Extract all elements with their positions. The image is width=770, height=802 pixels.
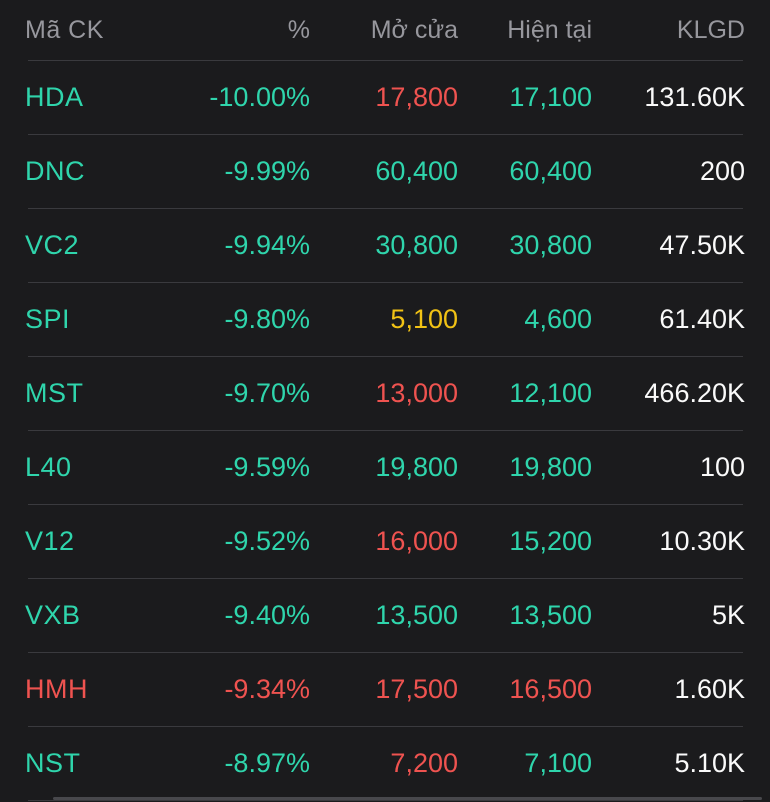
stock-code: V12 (25, 526, 75, 556)
current-price: 60,400 (509, 156, 592, 186)
open-price: 19,800 (375, 452, 458, 482)
table-row[interactable]: DNC -9.99% 60,400 60,400 200 (0, 135, 770, 208)
trade-volume: 61.40K (659, 304, 745, 334)
current-price: 4,600 (524, 304, 592, 334)
stock-code: L40 (25, 452, 72, 482)
trade-volume: 1.60K (674, 674, 745, 704)
percent-change: -9.80% (224, 304, 310, 334)
current-price: 12,100 (509, 378, 592, 408)
trade-volume: 5K (711, 600, 745, 630)
trade-volume: 200 (699, 156, 745, 186)
open-price: 30,800 (375, 230, 458, 260)
row-divider (28, 652, 743, 653)
table-header: Mã CK % Mở cửa Hiện tại KLGD (0, 0, 770, 60)
open-price: 13,000 (375, 378, 458, 408)
open-price: 13,500 (375, 600, 458, 630)
percent-change: -9.99% (224, 156, 310, 186)
table-row[interactable]: HMH -9.34% 17,500 16,500 1.60K (0, 653, 770, 726)
open-price: 60,400 (375, 156, 458, 186)
trade-volume: 10.30K (659, 526, 745, 556)
trade-volume: 5.10K (674, 748, 745, 778)
percent-change: -10.00% (209, 82, 310, 112)
table-row[interactable]: NST -8.97% 7,200 7,100 5.10K (0, 727, 770, 800)
horizontal-scrollbar[interactable] (53, 797, 762, 800)
row-divider (28, 134, 743, 135)
stock-code: HDA (25, 82, 84, 112)
trade-volume: 100 (699, 452, 745, 482)
table-row[interactable]: L40 -9.59% 19,800 19,800 100 (0, 431, 770, 504)
current-price: 13,500 (509, 600, 592, 630)
row-divider (28, 282, 743, 283)
percent-change: -9.59% (224, 452, 310, 482)
stock-code: HMH (25, 674, 88, 704)
header-divider (28, 60, 743, 61)
open-price: 17,500 (375, 674, 458, 704)
trade-volume: 47.50K (659, 230, 745, 260)
row-divider (28, 430, 743, 431)
current-price: 19,800 (509, 452, 592, 482)
table-row[interactable]: VXB -9.40% 13,500 13,500 5K (0, 579, 770, 652)
percent-change: -9.40% (224, 600, 310, 630)
table-row[interactable]: HDA -10.00% 17,800 17,100 131.60K (0, 61, 770, 134)
stock-code: NST (25, 748, 81, 778)
percent-change: -9.70% (224, 378, 310, 408)
stock-code: VXB (25, 600, 81, 630)
column-header-volume[interactable]: KLGD (676, 15, 745, 44)
open-price: 16,000 (375, 526, 458, 556)
row-divider (28, 504, 743, 505)
row-divider (28, 726, 743, 727)
trade-volume: 466.20K (644, 378, 745, 408)
trade-volume: 131.60K (644, 82, 745, 112)
column-header-current-price[interactable]: Hiện tại (507, 15, 592, 44)
table-row[interactable]: MST -9.70% 13,000 12,100 466.20K (0, 357, 770, 430)
current-price: 17,100 (509, 82, 592, 112)
column-header-percent[interactable]: % (287, 15, 310, 44)
row-divider (28, 356, 743, 357)
row-divider (28, 208, 743, 209)
percent-change: -9.94% (224, 230, 310, 260)
current-price: 16,500 (509, 674, 592, 704)
row-divider (28, 800, 743, 801)
row-divider (28, 578, 743, 579)
current-price: 30,800 (509, 230, 592, 260)
column-header-stock-code[interactable]: Mã CK (25, 15, 104, 44)
open-price: 7,200 (390, 748, 458, 778)
current-price: 15,200 (509, 526, 592, 556)
table-row[interactable]: V12 -9.52% 16,000 15,200 10.30K (0, 505, 770, 578)
stock-code: VC2 (25, 230, 80, 260)
current-price: 7,100 (524, 748, 592, 778)
stock-code: SPI (25, 304, 71, 334)
percent-change: -9.34% (224, 674, 310, 704)
open-price: 5,100 (390, 304, 458, 334)
percent-change: -9.52% (224, 526, 310, 556)
table-row[interactable]: SPI -9.80% 5,100 4,600 61.40K (0, 283, 770, 356)
percent-change: -8.97% (224, 748, 310, 778)
column-header-open-price[interactable]: Mở cửa (370, 15, 458, 44)
open-price: 17,800 (375, 82, 458, 112)
table-row[interactable]: VC2 -9.94% 30,800 30,800 47.50K (0, 209, 770, 282)
stock-code: DNC (25, 156, 85, 186)
stock-code: MST (25, 378, 84, 408)
